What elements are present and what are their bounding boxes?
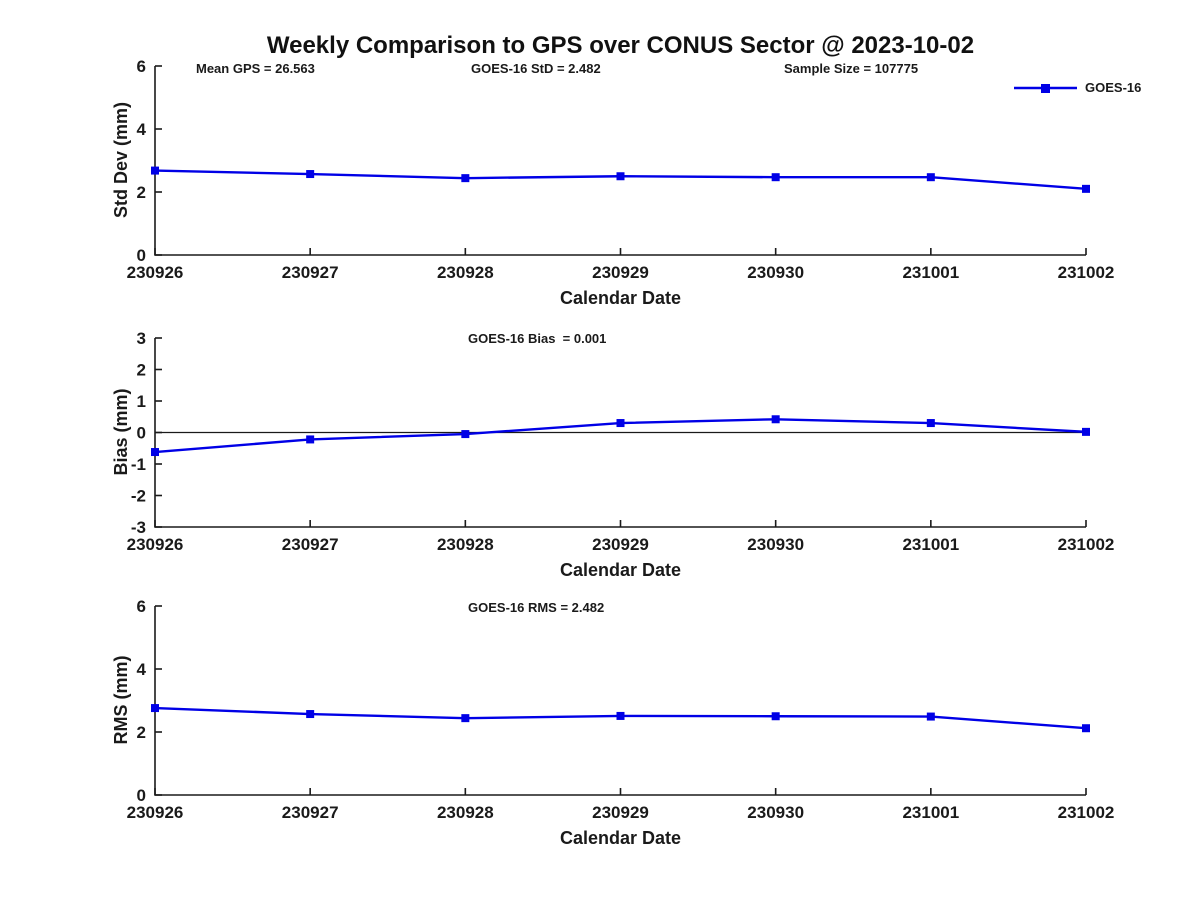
legend-label: GOES-16 — [1085, 80, 1142, 95]
data-marker — [926, 173, 935, 182]
x-tick-label: 230929 — [592, 535, 649, 554]
y-tick-label: 6 — [137, 57, 146, 76]
annotation-goes16-rms: GOES-16 RMS = 2.482 — [468, 600, 605, 615]
y-tick-label: 3 — [137, 329, 146, 348]
x-tick-label: 230930 — [747, 263, 804, 282]
legend: GOES-16 — [1014, 80, 1141, 96]
y-tick-label: 4 — [137, 120, 147, 139]
xlabel-calendar-date-middle: Calendar Date — [559, 560, 682, 580]
x-tick-label: 230930 — [747, 803, 804, 822]
data-marker — [616, 419, 625, 428]
x-tick-label: 231002 — [1058, 263, 1115, 282]
annotation-goes16-bias: GOES-16 Bias = 0.001 — [468, 331, 607, 346]
y-tick-label: -2 — [131, 487, 146, 506]
data-marker — [461, 174, 470, 183]
y-tick-label: -3 — [131, 518, 146, 537]
x-tick-label: 231001 — [902, 803, 959, 822]
axis-frame — [154, 66, 1086, 256]
legend-line-icon — [1014, 84, 1077, 93]
data-marker — [926, 419, 935, 428]
x-tick-label: 230928 — [437, 263, 494, 282]
ylabel-bias: Bias (mm) — [111, 388, 131, 476]
xlabel-calendar-date-top: Calendar Date — [559, 288, 682, 308]
data-marker — [771, 712, 780, 721]
subplot-bias: -3 -2 -1 0 1 2 3 230926 230927 230928 230929 230930… — [127, 329, 1115, 554]
x-tick-label: 230927 — [282, 263, 339, 282]
x-tick-label: 230928 — [437, 803, 494, 822]
x-tick-label: 230930 — [747, 535, 804, 554]
x-tick-label: 231002 — [1058, 535, 1115, 554]
data-marker — [1082, 184, 1090, 193]
y-tick-label: 2 — [137, 723, 146, 742]
legend-marker — [1041, 84, 1050, 93]
x-tick-label: 230927 — [282, 803, 339, 822]
axis-frame — [154, 606, 1086, 796]
data-marker — [616, 711, 625, 720]
x-tick-label: 230929 — [592, 263, 649, 282]
x-tick-label: 230926 — [127, 803, 184, 822]
data-marker — [151, 448, 159, 457]
chart-title: Weekly Comparison to GPS over CONUS Sect… — [266, 32, 975, 59]
x-tick-label: 230927 — [282, 535, 339, 554]
x-tick-label: 230926 — [127, 535, 184, 554]
annotation-mean-gps: Mean GPS = 26.563 — [196, 61, 315, 76]
x-tick-label: 231001 — [902, 263, 959, 282]
annotation-sample-size: Sample Size = 107775 — [784, 61, 919, 76]
x-tick-label: 230928 — [437, 535, 494, 554]
annotation-goes16-std: GOES-16 StD = 2.482 — [471, 61, 601, 76]
x-tick-label: 230929 — [592, 803, 649, 822]
data-marker — [306, 170, 315, 179]
data-marker — [1082, 724, 1090, 733]
subplot-rms: 0 2 4 6 230926 230927 230928 230929 230930 231001… — [127, 597, 1115, 822]
y-tick-label: 0 — [137, 424, 146, 443]
x-tick-label: 231001 — [902, 535, 959, 554]
data-marker — [771, 415, 780, 424]
y-tick-label: 1 — [137, 392, 146, 411]
subplot-std-dev: 0 2 4 6 230926 230927 230928 230929 230930 231001… — [127, 57, 1115, 282]
y-tick-label: 6 — [137, 597, 146, 616]
y-tick-label: -1 — [131, 455, 146, 474]
data-marker — [1082, 427, 1090, 436]
data-marker — [306, 710, 315, 719]
y-tick-label: 2 — [137, 183, 146, 202]
y-tick-label: 0 — [137, 246, 146, 265]
data-marker — [461, 430, 470, 439]
data-marker — [151, 704, 159, 713]
ylabel-rms: RMS (mm) — [111, 655, 131, 745]
x-tick-label: 231002 — [1058, 803, 1115, 822]
xlabel-calendar-date-bottom: Calendar Date — [559, 828, 682, 848]
ylabel-std-dev: Std Dev (mm) — [111, 102, 131, 219]
data-marker — [151, 166, 159, 175]
y-tick-label: 2 — [137, 361, 146, 380]
data-marker — [461, 714, 470, 723]
data-marker — [771, 173, 780, 182]
y-tick-label: 4 — [137, 660, 147, 679]
y-tick-label: 0 — [137, 786, 146, 805]
x-tick-label: 230926 — [127, 263, 184, 282]
data-marker — [616, 172, 625, 181]
data-marker — [306, 435, 315, 444]
data-marker — [926, 712, 935, 721]
